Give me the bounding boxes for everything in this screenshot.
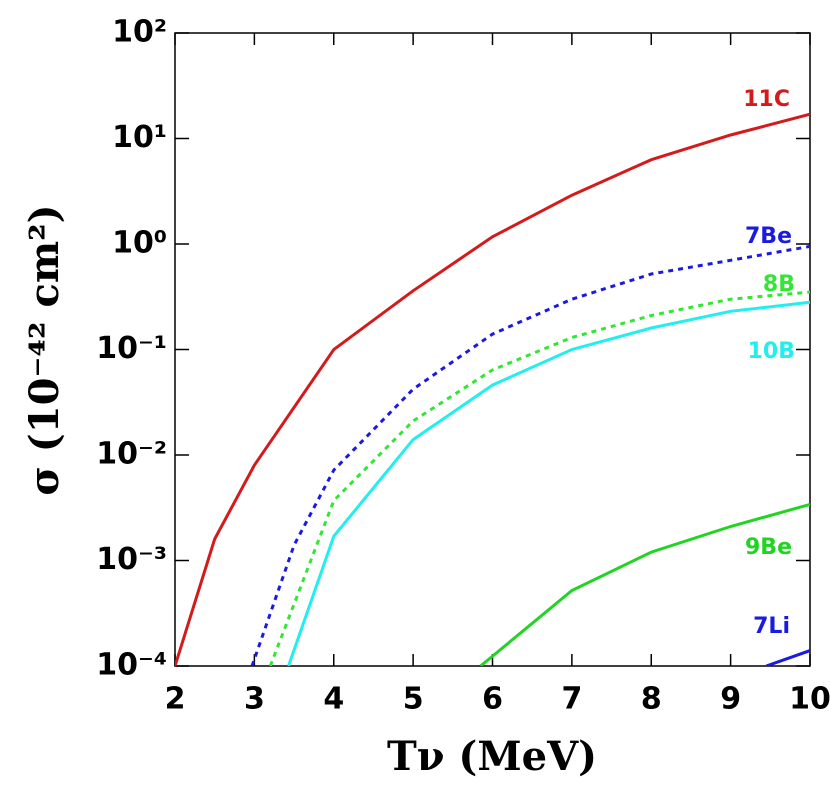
- series-label: 11C: [743, 87, 790, 112]
- x-tick-label: 8: [641, 682, 662, 717]
- series-label: 10B: [748, 339, 795, 364]
- x-axis-label: Tν (MeV): [387, 733, 597, 780]
- y-tick-label: 10⁻³: [96, 542, 167, 577]
- x-tick-label: 7: [561, 682, 582, 717]
- plot-frame: [174, 32, 811, 667]
- series-label: 7Li: [753, 614, 790, 639]
- x-tick-label: 9: [720, 682, 741, 717]
- y-tick-label: 10²: [112, 15, 167, 50]
- y-tick-label: 10⁻²: [96, 437, 167, 472]
- x-tick-label: 2: [165, 682, 186, 717]
- x-tick-label: 5: [403, 682, 424, 717]
- y-tick-label: 10⁰: [112, 226, 167, 261]
- y-tick-label: 10¹: [112, 120, 167, 155]
- series-label: 8B: [763, 272, 795, 297]
- y-axis-label: σ (10⁻⁴² cm²): [21, 204, 68, 495]
- y-tick-label: 10⁻⁴: [96, 648, 167, 683]
- series-line: [765, 649, 810, 666]
- x-tick-label: 10: [789, 682, 830, 717]
- y-tick-label: 10⁻¹: [96, 331, 167, 366]
- x-tick-label: 6: [482, 682, 503, 717]
- series-line: [250, 244, 810, 666]
- x-tick-label: 4: [323, 682, 344, 717]
- series-label: 7Be: [745, 224, 792, 249]
- series-line: [268, 290, 810, 666]
- x-tick-label: 3: [244, 682, 265, 717]
- series-label: 9Be: [745, 535, 792, 560]
- series-line: [479, 502, 810, 666]
- series-line: [287, 300, 810, 666]
- series-line: [175, 112, 810, 666]
